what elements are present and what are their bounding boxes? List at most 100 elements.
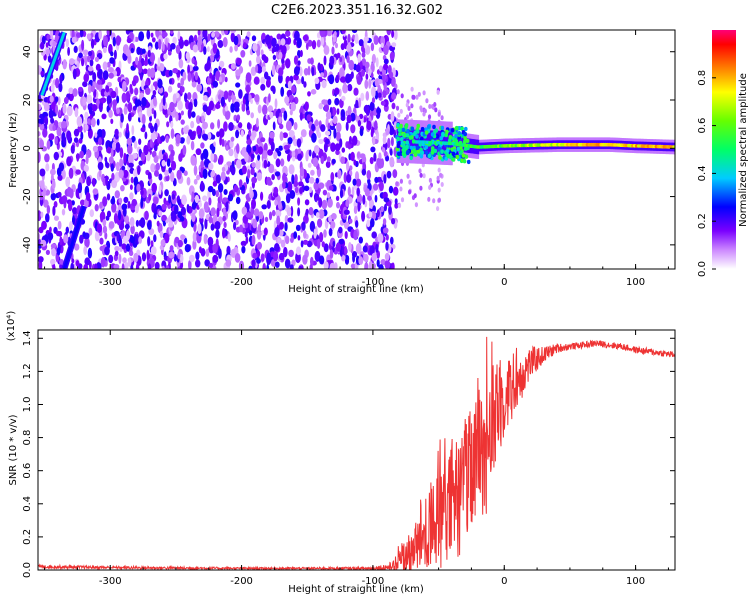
noise-cell [150,84,154,92]
noise-cell [72,207,78,215]
noise-cell [361,52,366,58]
noise-cell [218,248,222,259]
noise-cell [276,33,282,40]
noise-cell [87,247,93,259]
noise-cell [195,259,201,268]
noise-cell [58,82,63,93]
noise-cell [410,103,414,109]
noise-cell [372,205,377,213]
noise-cell [49,226,52,233]
noise-cell [287,153,291,162]
noise-cell [309,220,316,232]
noise-cell [360,92,365,102]
y-tick-label: 0.0 [22,562,33,578]
noise-cell [338,238,345,245]
noise-cell [114,190,121,199]
noise-cell [315,212,320,218]
noise-cell [314,77,320,85]
noise-cell [377,84,381,94]
noise-cell [76,153,80,162]
noise-cell [197,223,202,235]
noise-cell [197,30,201,36]
noise-cell [320,72,324,78]
noise-cell [318,209,325,219]
noise-cell [44,153,50,163]
noise-cell [51,179,56,190]
noise-cell [289,264,294,269]
noise-cell [368,199,375,209]
noise-cell [50,173,54,182]
noise-cell [107,146,112,154]
noise-cell [380,42,384,48]
y-tick-label: 0.4 [22,496,33,512]
noise-cell [311,123,316,132]
noise-cell [245,236,249,244]
noise-cell [307,162,312,168]
noise-cell [106,193,111,201]
noise-cell [318,182,325,189]
noise-cell [134,98,139,108]
noise-cell [73,128,80,137]
noise-cell [422,111,426,117]
noise-cell [45,42,49,48]
signal-cell [404,123,409,128]
noise-cell [223,90,229,100]
noise-cell [193,34,198,43]
noise-cell [153,213,157,220]
noise-cell [233,184,239,193]
noise-cell [297,60,301,66]
signal-cell [409,145,414,151]
y-tick-label: -20 [22,188,33,204]
noise-cell [183,170,188,176]
noise-cell [207,46,210,53]
noise-cell [147,172,152,180]
noise-cell [240,129,244,137]
noise-cell [351,30,358,34]
noise-cell [38,104,42,110]
noise-cell [88,106,93,115]
noise-cell [222,37,228,48]
noise-cell [188,129,193,138]
noise-cell [290,102,296,112]
noise-cell [346,114,352,124]
signal-cell [405,144,409,150]
noise-cell [433,102,437,107]
noise-cell [239,224,244,233]
noise-cell [280,239,286,248]
noise-cell [164,189,169,197]
noise-cell [286,207,292,217]
noise-cell [127,102,133,113]
noise-cell [342,83,348,94]
noise-cell [267,105,274,113]
noise-cell [46,34,51,40]
noise-cell [159,102,163,112]
noise-cell [225,201,229,212]
noise-cell [105,160,108,168]
noise-cell [132,168,139,177]
noise-cell [237,122,243,129]
noise-cell [370,129,374,138]
noise-cell [86,176,91,187]
noise-cell [191,111,196,118]
noise-cell [321,79,327,89]
noise-cell [252,252,258,259]
noise-cell [238,89,243,99]
noise-cell [150,32,154,38]
noise-cell [201,115,205,124]
noise-cell [266,180,273,186]
noise-cell [159,63,165,72]
noise-cell [92,145,98,153]
noise-cell [227,233,231,242]
noise-cell [336,122,342,133]
noise-cell [436,89,440,95]
snr-ylabel: SNR (10 * v/v) [8,414,19,485]
signal-cell [448,138,452,143]
noise-cell [293,55,298,65]
noise-cell [301,76,305,85]
noise-cell [249,186,253,196]
noise-cell [378,264,384,269]
noise-cell [182,71,187,81]
noise-cell [359,128,364,137]
noise-cell [391,262,395,269]
